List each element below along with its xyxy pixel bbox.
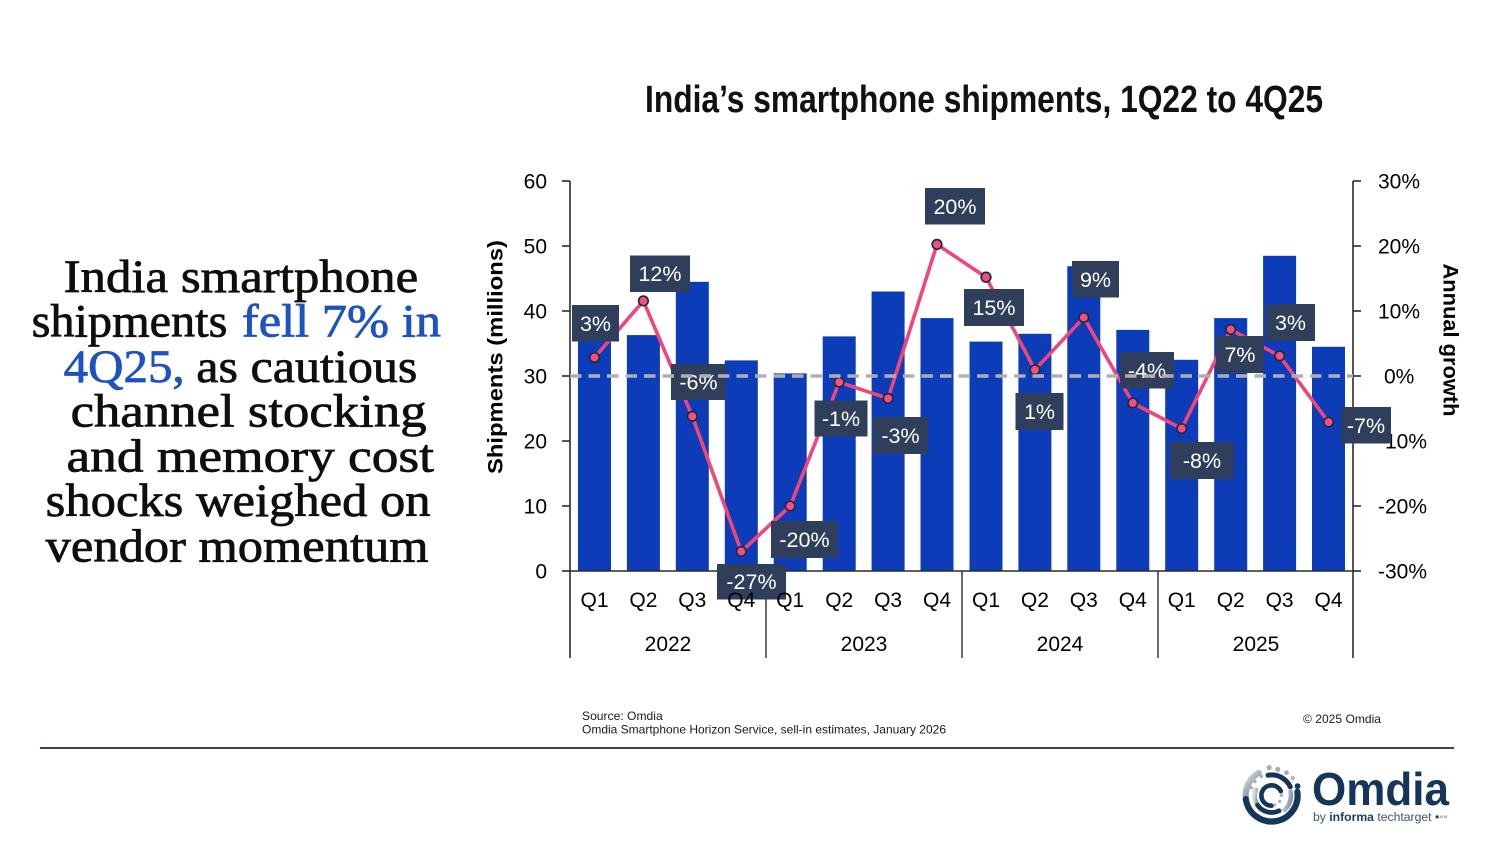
svg-text:fell 7% in: fell 7% in (242, 296, 441, 348)
svg-text:Q1: Q1 (972, 589, 1000, 612)
svg-text:50: 50 (524, 236, 547, 259)
svg-text:-20%: -20% (779, 528, 829, 552)
svg-text:Q1: Q1 (580, 589, 608, 612)
svg-text:10%: 10% (1378, 301, 1420, 324)
svg-text:2022: 2022 (645, 633, 692, 656)
svg-text:Omdia: Omdia (1312, 763, 1449, 815)
svg-text:15%: 15% (972, 296, 1015, 320)
svg-text:20: 20 (524, 431, 547, 454)
svg-text:2024: 2024 (1037, 633, 1084, 656)
svg-text:-4%: -4% (1128, 359, 1166, 383)
svg-text:Shipments (millions): Shipments (millions) (485, 240, 508, 474)
svg-text:Q2: Q2 (825, 589, 853, 612)
svg-text:Q3: Q3 (1266, 589, 1294, 612)
svg-text:Annual growth: Annual growth (1439, 264, 1462, 417)
svg-text:7%: 7% (1224, 343, 1255, 367)
svg-text:Q4: Q4 (727, 589, 755, 612)
svg-text:channel stocking: channel stocking (71, 386, 427, 438)
svg-text:vendor momentum: vendor momentum (46, 520, 429, 572)
svg-text:-27%: -27% (726, 570, 776, 594)
svg-text:20%: 20% (1378, 236, 1420, 259)
svg-text:4Q25,: 4Q25, (64, 341, 185, 393)
svg-text:-8%: -8% (1183, 449, 1221, 473)
svg-text:Source: Omdia: Source: Omdia (582, 709, 663, 723)
svg-text:0: 0 (535, 561, 547, 584)
svg-text:12%: 12% (638, 262, 681, 286)
svg-text:by informa techtarget •••: by informa techtarget ••• (1313, 810, 1448, 824)
svg-text:20%: 20% (933, 195, 976, 219)
svg-text:Q3: Q3 (874, 589, 902, 612)
svg-text:shocks weighed on: shocks weighed on (46, 475, 431, 527)
svg-text:India’s smartphone shipments,: India’s smartphone shipments, 1Q22 to 4Q… (645, 79, 1323, 121)
svg-text:Q4: Q4 (1119, 589, 1147, 612)
svg-text:3%: 3% (580, 312, 611, 336)
svg-text:-20%: -20% (1378, 496, 1427, 519)
svg-text:-30%: -30% (1378, 561, 1427, 584)
svg-text:Q4: Q4 (1314, 589, 1342, 612)
svg-text:Q2: Q2 (1217, 589, 1245, 612)
svg-text:30: 30 (524, 366, 547, 389)
svg-text:Q3: Q3 (678, 589, 706, 612)
svg-text:as cautious: as cautious (196, 341, 417, 393)
svg-text:Q1: Q1 (776, 589, 804, 612)
svg-text:2023: 2023 (841, 633, 888, 656)
svg-text:10: 10 (524, 496, 547, 519)
svg-text:Q3: Q3 (1070, 589, 1098, 612)
svg-text:3%: 3% (1275, 311, 1306, 335)
svg-text:and memory cost: and memory cost (67, 430, 435, 482)
svg-text:Q2: Q2 (1021, 589, 1049, 612)
svg-text:60: 60 (524, 171, 547, 194)
svg-text:0%: 0% (1384, 366, 1414, 389)
svg-text:40: 40 (524, 301, 547, 324)
svg-text:30%: 30% (1378, 171, 1420, 194)
svg-text:-1%: -1% (822, 407, 860, 431)
svg-text:-6%: -6% (679, 371, 717, 395)
svg-text:shipments: shipments (32, 296, 228, 348)
svg-text:Omdia Smartphone Horizon Servi: Omdia Smartphone Horizon Service, sell-i… (582, 722, 946, 736)
svg-text:-7%: -7% (1347, 414, 1385, 438)
svg-text:Q2: Q2 (629, 589, 657, 612)
svg-text:India smartphone: India smartphone (64, 251, 419, 303)
svg-text:Q4: Q4 (923, 589, 951, 612)
svg-text:9%: 9% (1080, 268, 1111, 292)
svg-text:1%: 1% (1024, 400, 1055, 424)
svg-text:2025: 2025 (1233, 633, 1280, 656)
svg-text:-3%: -3% (881, 424, 919, 448)
svg-text:© 2025 Omdia: © 2025 Omdia (1303, 712, 1381, 726)
svg-text:Q1: Q1 (1168, 589, 1196, 612)
